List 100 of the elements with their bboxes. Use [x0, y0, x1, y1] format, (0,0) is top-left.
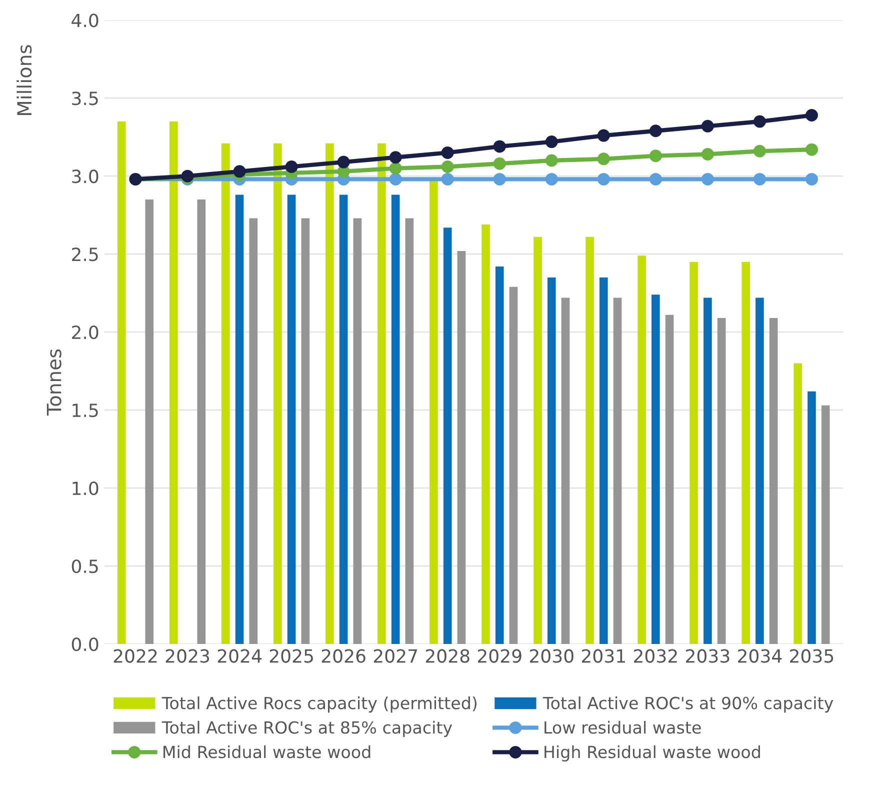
- y-tick-label: 3.5: [72, 92, 98, 106]
- bar: [717, 318, 726, 644]
- text: Millions: [16, 45, 32, 115]
- point: [441, 172, 454, 186]
- x-tick-label: 2023: [166, 649, 210, 663]
- x-tick-label: 2025: [270, 649, 313, 663]
- point: [753, 172, 766, 186]
- bar: [652, 294, 660, 644]
- point: [805, 109, 818, 122]
- bar: [443, 228, 452, 644]
- bar: [145, 199, 154, 644]
- x-tick-label: 2033: [686, 649, 730, 663]
- legend-label: High Residual waste wood: [544, 745, 760, 762]
- point: [285, 160, 298, 173]
- point: [337, 156, 350, 168]
- legend-label: Low residual waste: [544, 720, 701, 734]
- bar: [599, 277, 608, 644]
- y-tick-label: 1.0: [72, 481, 98, 496]
- point: [597, 172, 610, 186]
- bar: [756, 298, 764, 644]
- point: [441, 146, 454, 159]
- bar: [769, 318, 778, 644]
- point: [701, 120, 714, 132]
- x-tick-label: 2024: [218, 649, 262, 663]
- bar: [430, 180, 438, 644]
- bar: [221, 143, 230, 644]
- point: [753, 144, 766, 158]
- point: [649, 124, 662, 138]
- x-tick-label: 2028: [426, 649, 470, 663]
- point: [441, 160, 454, 173]
- y-tick-label: 1.5: [72, 404, 98, 418]
- bar: [482, 224, 490, 644]
- point: [389, 172, 402, 186]
- point: [493, 157, 506, 170]
- point: [649, 150, 662, 162]
- bar: [547, 277, 556, 644]
- bar: [808, 391, 816, 644]
- y-axis-title: Tonnes: [46, 349, 62, 416]
- y-tick-label: 0.5: [72, 559, 98, 574]
- bar: [301, 218, 310, 644]
- x-tick-label: 2027: [374, 649, 418, 663]
- bar: [339, 194, 348, 644]
- bar: [249, 218, 258, 644]
- x-tick-label: 2029: [478, 649, 522, 663]
- bar: [821, 405, 830, 644]
- bar: [665, 314, 674, 644]
- point: [805, 172, 818, 186]
- bar: [353, 218, 362, 644]
- point: [493, 172, 506, 186]
- bar: [509, 286, 518, 644]
- bar: [235, 194, 244, 644]
- bar: [638, 256, 646, 644]
- x-tick-label: 2031: [582, 649, 625, 663]
- point: [701, 148, 714, 161]
- point: [753, 115, 766, 128]
- point: [597, 152, 610, 166]
- bar: [117, 122, 126, 644]
- x-tick-label: 2034: [738, 649, 782, 663]
- bar: [704, 298, 712, 644]
- bar: [690, 262, 698, 644]
- bar: [326, 143, 334, 644]
- legend-label: Total Active Rocs capacity (permitted): [162, 696, 477, 713]
- point: [545, 136, 558, 148]
- bar: [457, 250, 466, 644]
- bar: [586, 236, 594, 644]
- x-tick-label: 2032: [634, 649, 677, 663]
- y-tick-label: 3.0: [72, 170, 98, 184]
- y-tick-label: 0.0: [72, 637, 98, 652]
- point: [545, 172, 558, 186]
- bar: [495, 266, 504, 644]
- point: [233, 165, 246, 178]
- legend-label: Total Active ROC's at 85% capacity: [162, 720, 452, 738]
- x-tick-label: 2035: [790, 649, 834, 663]
- x-tick-label: 2026: [322, 649, 366, 663]
- bar: [742, 262, 750, 644]
- legend-label: Total Active ROC's at 90% capacity: [542, 696, 834, 713]
- bar: [274, 143, 282, 644]
- y-tick-label: 2.5: [72, 248, 98, 262]
- legend-label: Mid Residual waste wood: [164, 745, 370, 758]
- point: [597, 129, 610, 142]
- bar: [197, 199, 206, 644]
- bar: [613, 298, 622, 644]
- point: [649, 172, 662, 186]
- point: [389, 162, 402, 175]
- bar: [534, 236, 542, 644]
- y-tick-label: 2.0: [72, 326, 98, 340]
- bar: [561, 298, 570, 644]
- bar: [287, 194, 296, 644]
- x-tick-label: 2030: [530, 649, 574, 663]
- point: [701, 172, 714, 186]
- x-tick-label: 2022: [114, 649, 157, 663]
- point: [389, 151, 402, 164]
- point: [493, 140, 506, 153]
- point: [545, 154, 558, 167]
- bar: [391, 194, 400, 644]
- bar: [169, 122, 178, 644]
- bar: [405, 218, 414, 644]
- point: [805, 143, 818, 156]
- bar: [794, 363, 802, 644]
- bar: [378, 143, 386, 644]
